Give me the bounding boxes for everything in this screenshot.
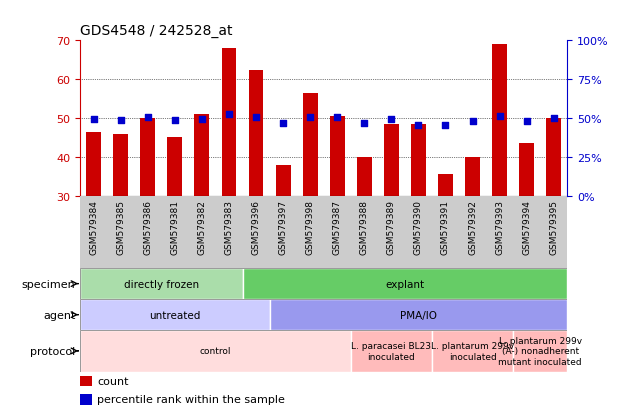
Bar [86,132,101,196]
Bar [465,157,480,196]
Text: L. paracasei BL23
inoculated: L. paracasei BL23 inoculated [351,342,431,361]
Text: L. plantarum 299v
inoculated: L. plantarum 299v inoculated [431,342,514,361]
Text: GSM579394: GSM579394 [522,200,531,254]
Text: GSM579384: GSM579384 [89,200,98,254]
Text: GSM579388: GSM579388 [360,200,369,255]
Bar [432,330,513,372]
Bar [276,165,290,196]
Text: GSM579396: GSM579396 [251,200,260,255]
Text: GSM579386: GSM579386 [144,200,153,255]
Text: GSM579393: GSM579393 [495,200,504,255]
Bar [80,394,92,405]
Bar [80,376,92,386]
Point [170,117,180,123]
Text: GDS4548 / 242528_at: GDS4548 / 242528_at [80,24,233,38]
Text: GSM579390: GSM579390 [414,200,423,255]
Text: specimen: specimen [22,279,75,289]
Bar [438,175,453,196]
Point [278,121,288,128]
Text: GSM579383: GSM579383 [224,200,233,255]
Bar [329,117,345,196]
Bar [519,144,534,196]
Point [143,115,153,121]
Bar [80,268,242,299]
Text: GSM579387: GSM579387 [333,200,342,255]
Bar [270,299,567,330]
Text: untreated: untreated [149,310,201,320]
Text: GSM579382: GSM579382 [197,200,206,254]
Bar [411,125,426,196]
Bar [357,157,372,196]
Text: protocol: protocol [30,346,75,356]
Bar [80,299,270,330]
Point [197,116,207,123]
Text: GSM579398: GSM579398 [306,200,315,255]
Bar [546,119,562,196]
Text: count: count [97,376,129,386]
Point [224,112,234,118]
Bar [167,138,182,196]
Point [359,121,369,128]
Text: directly frozen: directly frozen [124,279,199,289]
Bar [492,45,507,196]
Point [387,116,397,123]
Bar [384,125,399,196]
Text: control: control [200,347,231,356]
Bar [242,268,567,299]
Point [467,119,478,125]
Bar [351,330,432,372]
Point [305,115,315,121]
Point [88,116,99,123]
Bar [113,134,128,196]
Bar [222,49,237,196]
Text: PMA/IO: PMA/IO [400,310,437,320]
Point [440,122,451,129]
Text: GSM579389: GSM579389 [387,200,396,255]
Text: GSM579391: GSM579391 [441,200,450,255]
Text: GSM579381: GSM579381 [171,200,179,255]
Text: agent: agent [43,310,75,320]
Text: explant: explant [385,279,424,289]
Text: GSM579385: GSM579385 [116,200,125,255]
Point [413,122,424,129]
Text: L. plantarum 299v
(A-) nonadherent
mutant inoculated: L. plantarum 299v (A-) nonadherent mutan… [499,336,582,366]
Point [251,115,261,121]
Text: GSM579395: GSM579395 [549,200,558,255]
Bar [194,115,210,196]
Point [522,119,532,125]
Bar [513,330,567,372]
Point [549,115,559,122]
Point [494,114,504,121]
Point [332,115,342,121]
Bar [249,70,263,196]
Bar [80,330,351,372]
Bar [140,119,155,196]
Text: percentile rank within the sample: percentile rank within the sample [97,394,285,404]
Bar [303,94,318,196]
Text: GSM579392: GSM579392 [468,200,477,254]
Text: GSM579397: GSM579397 [279,200,288,255]
Point [115,118,126,124]
